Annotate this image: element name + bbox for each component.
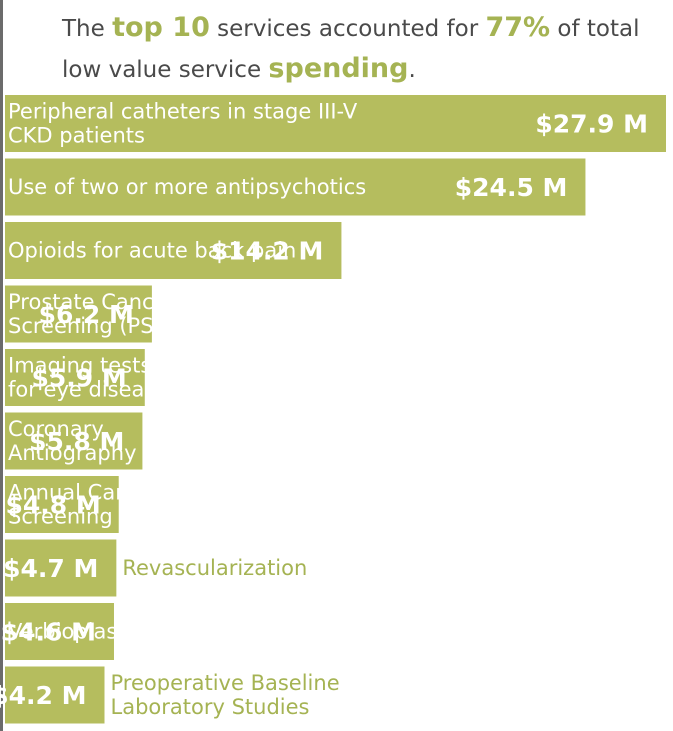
bar-category-label: Use of two or more antipsychotics <box>8 175 366 199</box>
bar <box>5 222 342 279</box>
bar-value-label: $4.2 M <box>0 681 87 710</box>
bar <box>5 285 152 343</box>
bar-category-label: Preoperative Baseline Laboratory Studies <box>111 671 340 719</box>
headline: The top 10 services accounted for 77% of… <box>62 8 662 90</box>
bar <box>5 158 586 216</box>
bar-value-label: $5.8 M <box>29 427 124 456</box>
headline-highlight-spending: spending <box>268 53 409 84</box>
bar <box>5 539 117 597</box>
bar-value-label: $5.9 M <box>32 364 127 393</box>
bar <box>5 666 105 724</box>
headline-highlight-top10: top 10 <box>112 12 210 43</box>
headline-text-4: . <box>408 57 416 83</box>
bar <box>5 603 114 660</box>
headline-highlight-percent: 77% <box>485 12 551 43</box>
bar-category-label: Opioids for acute back pain <box>8 239 296 263</box>
bar-value-label: $4.8 M <box>5 491 100 520</box>
bar-value-label: $27.9 M <box>535 110 648 139</box>
bar <box>5 349 145 406</box>
bar-category-label: Coronary Antiography <box>8 417 137 465</box>
bar-category-label: Prostate Cancer Screening (PSA) <box>8 290 176 338</box>
bar <box>5 476 119 533</box>
bar-category-label: Revascularization <box>122 556 307 580</box>
bar-category-label: Verbioplasty <box>8 620 138 644</box>
headline-text-3: of total low value service <box>62 16 640 83</box>
bar <box>5 95 666 152</box>
bar-value-label: $6.2 M <box>39 300 134 329</box>
bar-category-label: Imaging tests for eye disease <box>8 354 168 402</box>
bar-category-label: Annual Cardiac Screening <box>8 481 167 529</box>
bar-value-label: $4.6 M <box>1 618 96 647</box>
bar-value-label: $14.2 M <box>211 237 324 266</box>
bar-value-label: $4.7 M <box>3 554 98 583</box>
left-edge-rule <box>0 0 3 731</box>
bar-value-label: $24.5 M <box>455 173 568 202</box>
bar-category-label: Peripheral catheters in stage III-V CKD p… <box>8 100 358 148</box>
headline-text-1: The <box>62 16 113 42</box>
headline-text-2: services accounted for <box>209 16 486 42</box>
bar <box>5 412 143 470</box>
